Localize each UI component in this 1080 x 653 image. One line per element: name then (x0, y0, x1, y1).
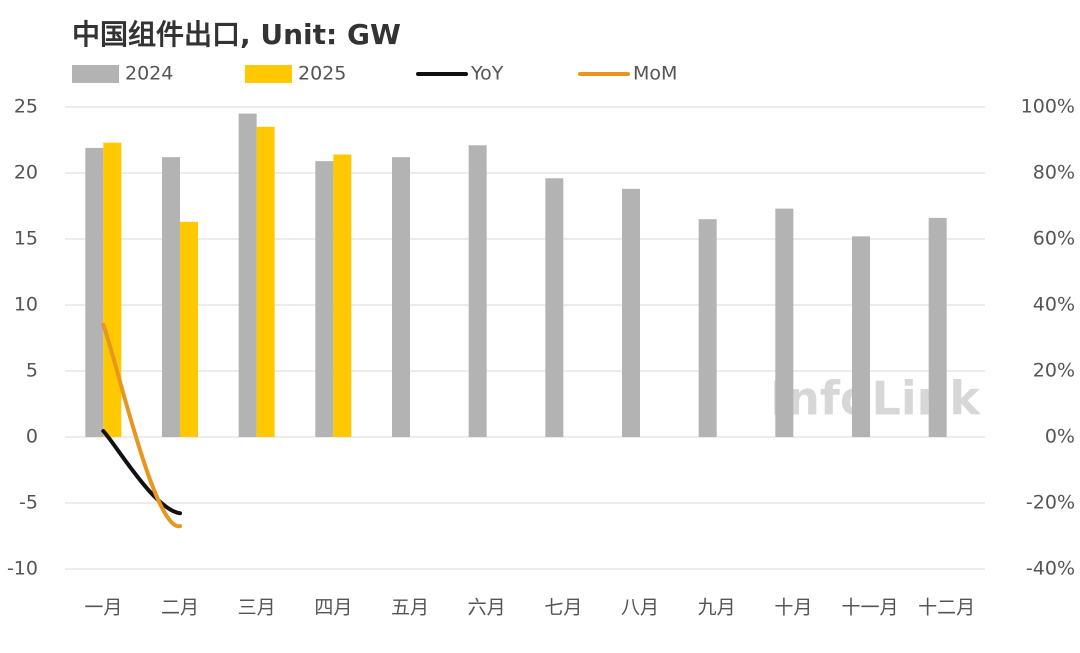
line (101, 322, 182, 529)
x-tick-label: 一月 (84, 597, 122, 619)
x-tick-label: 六月 (468, 597, 506, 619)
legend-label: 2024 (125, 63, 173, 85)
bar (852, 236, 870, 437)
x-tick-label: 二月 (161, 597, 199, 619)
bar (180, 221, 198, 437)
bar (315, 161, 334, 437)
bar (238, 113, 257, 437)
bar (545, 178, 564, 437)
bar (103, 142, 122, 437)
x-tick-label: 四月 (314, 597, 352, 619)
x-tick-label: 九月 (698, 597, 736, 619)
bar (333, 154, 352, 437)
bar (698, 219, 717, 437)
bar (775, 208, 794, 437)
y-tick-label: 20 (14, 162, 38, 184)
y2-tick-label: 20% (1033, 360, 1075, 382)
x-tick-label: 三月 (238, 597, 276, 619)
legend-swatch (245, 65, 292, 83)
bar (256, 126, 275, 438)
y-tick-label: 10 (14, 294, 38, 316)
bar (468, 145, 487, 437)
y-tick-label: 15 (14, 228, 38, 250)
line (101, 429, 182, 516)
y2-tick-label: 100% (1021, 96, 1075, 118)
legend-label: MoM (633, 63, 677, 85)
y-tick-label: -10 (7, 558, 38, 580)
y-tick-label: 5 (26, 360, 38, 382)
legend-swatch (72, 65, 119, 83)
y-tick-label: 0 (26, 426, 38, 448)
y-tick-label: -5 (19, 492, 38, 514)
grid (65, 106, 985, 570)
y2-tick-label: -40% (1026, 558, 1075, 580)
y2-tick-label: -20% (1026, 492, 1075, 514)
y2-tick-label: 0% (1045, 426, 1075, 448)
x-tick-label: 七月 (544, 597, 582, 619)
x-tick-label: 十二月 (918, 597, 975, 619)
watermark: InfoLink (770, 372, 981, 426)
legend-label: 2025 (298, 63, 346, 85)
bar (85, 147, 104, 438)
bar (622, 188, 640, 437)
x-tick-label: 五月 (391, 597, 429, 619)
y2-tick-label: 80% (1033, 162, 1075, 184)
chart-title: 中国组件出口, Unit: GW (72, 18, 401, 51)
x-tick-label: 十月 (774, 597, 812, 619)
y2-tick-label: 60% (1033, 228, 1075, 250)
y-tick-label: 25 (14, 96, 38, 118)
y2-tick-label: 40% (1033, 294, 1075, 316)
bar (392, 157, 410, 437)
legend-label: YoY (470, 63, 504, 85)
x-tick-label: 十一月 (841, 597, 898, 619)
bar (928, 217, 947, 437)
bar (162, 157, 180, 437)
x-tick-label: 八月 (621, 597, 659, 619)
